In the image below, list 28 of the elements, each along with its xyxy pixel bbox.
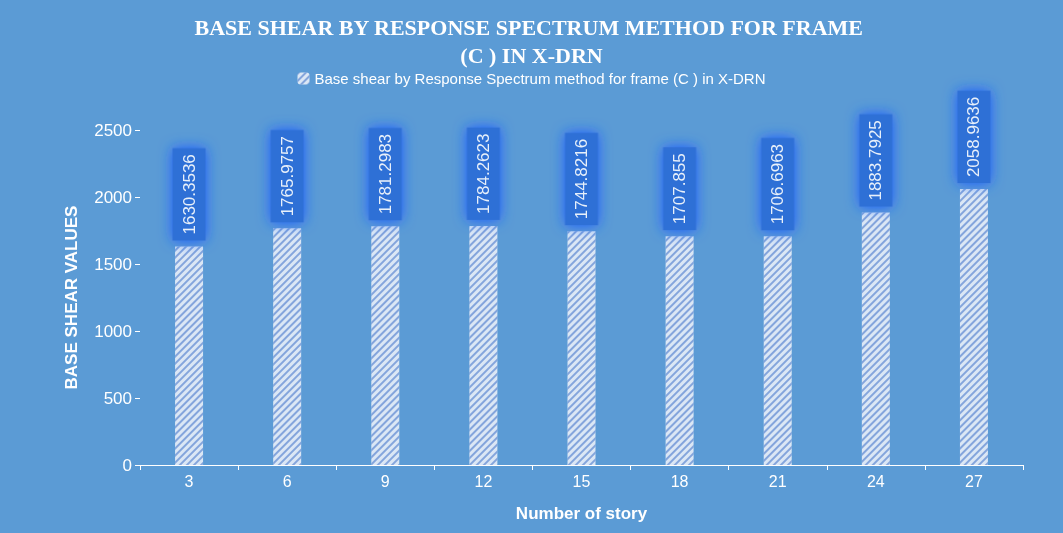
data-label: 1784.2623: [473, 133, 493, 214]
x-tick-label: 15: [572, 472, 591, 490]
y-tick-label: 1500: [94, 254, 132, 274]
data-label: 1707.855: [670, 153, 690, 225]
y-axis-title: BASE SHEAR VALUES: [62, 205, 81, 390]
data-label: 1765.9757: [277, 135, 297, 217]
data-label: 1630.3536: [179, 154, 199, 235]
data-label: 1706.6963: [768, 143, 788, 225]
y-tick-label: 1000: [94, 321, 132, 341]
x-tick-label: 24: [866, 472, 885, 490]
data-label: 2058.9636: [964, 96, 984, 178]
chart-title: BASE SHEAR BY RESPONSE SPECTRUM METHOD FOR FRAME (C ) IN X-DRN: [194, 14, 869, 68]
x-tick-label: 21: [768, 472, 787, 490]
x-tick-label: 6: [282, 472, 292, 490]
y-tick-label: 0: [122, 455, 132, 475]
x-tick-label: 18: [670, 472, 689, 490]
y-tick-label: 500: [103, 388, 132, 408]
y-tick-label: 2500: [94, 120, 132, 140]
data-label: 1883.7925: [866, 120, 886, 201]
data-label: 1781.2983: [375, 133, 395, 215]
x-tick-label: 9: [380, 472, 390, 490]
legend-label: Base shear by Response Spectrum method for frame (C ) in X-DRN: [314, 70, 766, 87]
y-tick-label: 2000: [94, 187, 132, 207]
x-tick-label: 12: [474, 472, 493, 490]
data-label: 1744.8216: [572, 138, 591, 220]
x-tick-label: 27: [965, 472, 983, 490]
x-axis-title: Number of story: [515, 504, 648, 523]
x-tick-label: 3: [184, 472, 194, 490]
